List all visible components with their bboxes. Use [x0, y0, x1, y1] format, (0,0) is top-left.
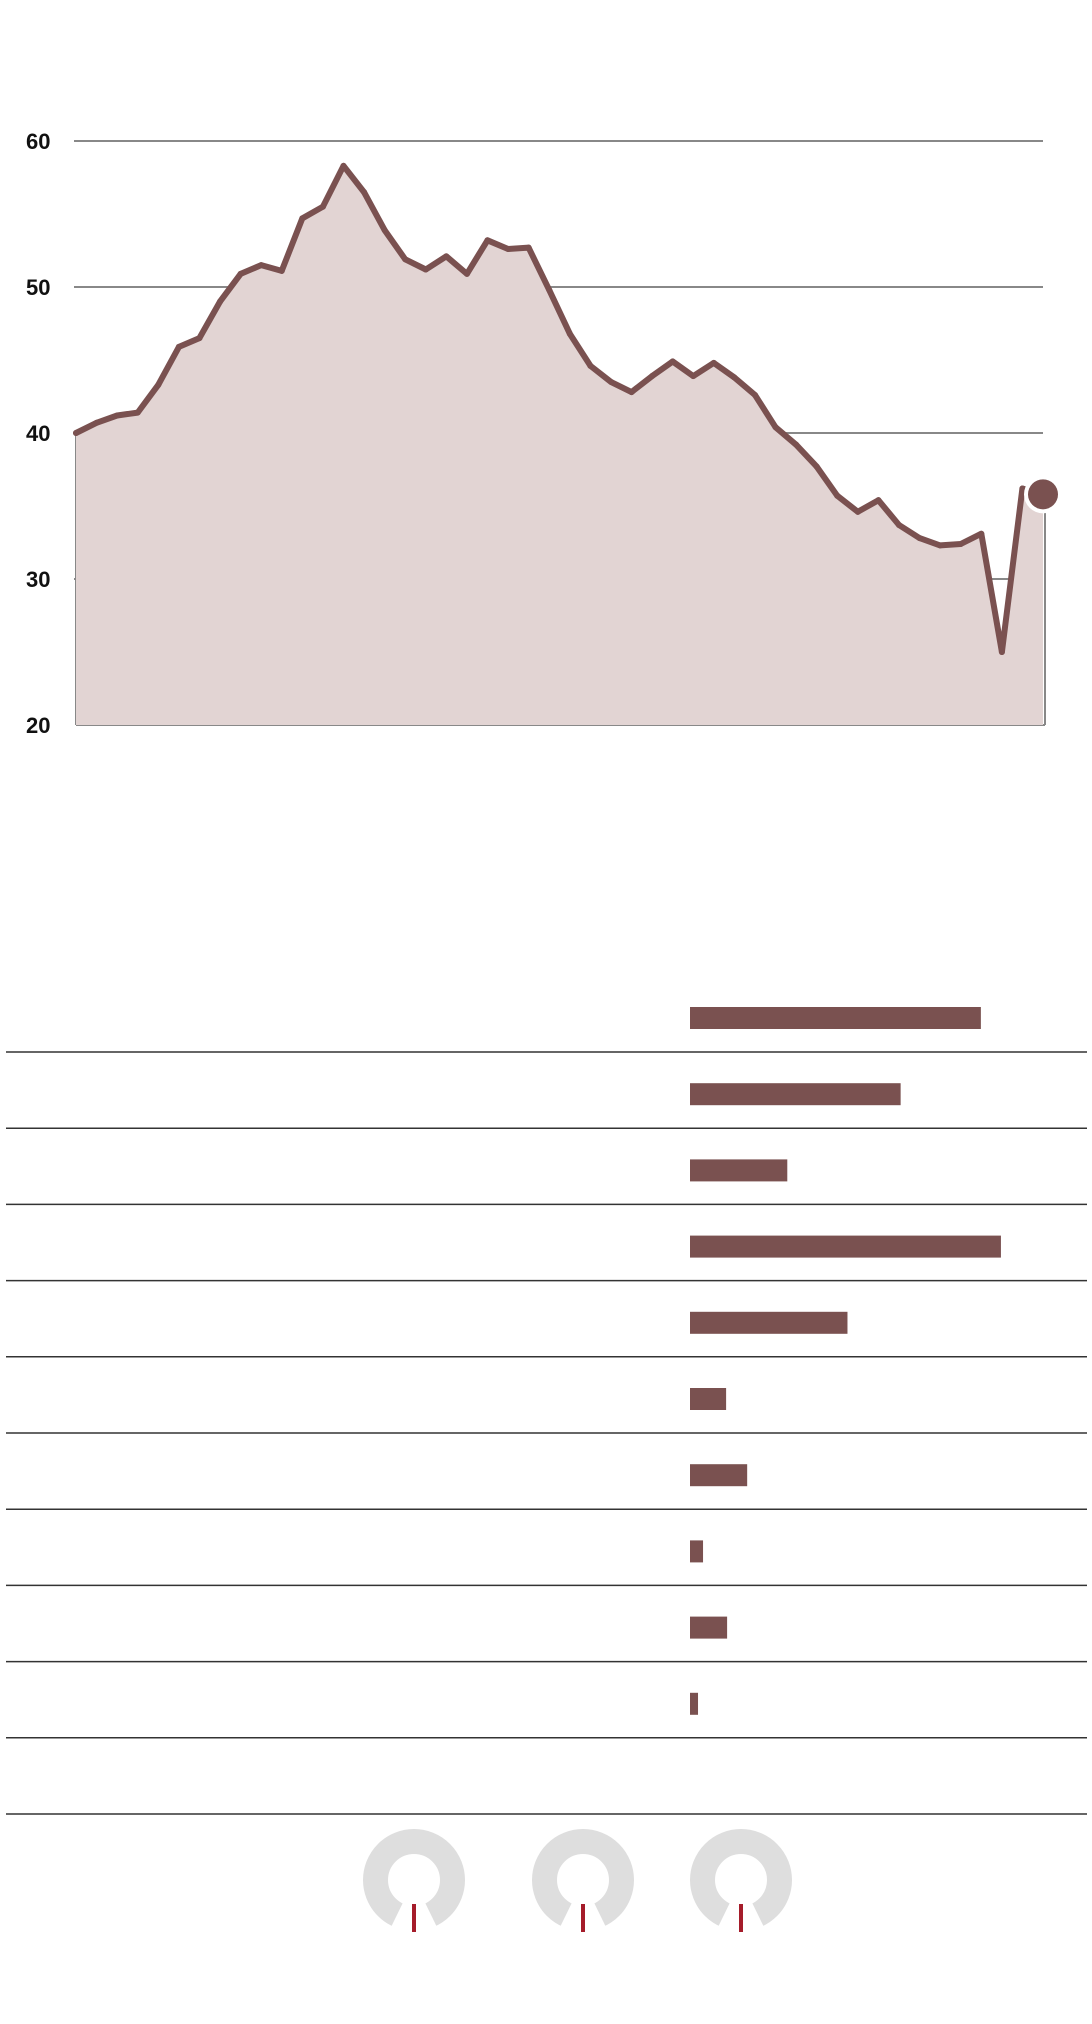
data-point [73, 430, 79, 436]
data-point [319, 203, 326, 210]
y-tick-label: 30 [26, 567, 50, 592]
data-point [751, 392, 758, 399]
gauge-row [363, 1829, 792, 1932]
bar [690, 1692, 699, 1715]
bar [690, 1616, 728, 1639]
data-point [196, 335, 203, 342]
data-point [175, 343, 182, 350]
area-line-chart: 20 30 40 50 60 [26, 129, 1062, 738]
data-points [73, 162, 1062, 655]
data-point [772, 424, 779, 431]
data-point [422, 266, 429, 273]
data-point [361, 189, 368, 196]
data-point [525, 244, 532, 251]
gauge [690, 1829, 792, 1932]
data-point [690, 373, 697, 380]
data-point [875, 497, 882, 504]
y-tick-labels: 20 30 40 50 60 [26, 129, 50, 738]
data-point [978, 530, 985, 537]
data-point [114, 412, 121, 419]
data-point [649, 373, 656, 380]
bar [690, 1159, 788, 1182]
data-point [793, 441, 800, 448]
area-fill [76, 165, 1043, 726]
data-point [731, 374, 738, 381]
data-point [546, 286, 553, 293]
y-tick-label: 20 [26, 713, 50, 738]
data-point [299, 215, 306, 222]
data-point [895, 521, 902, 528]
bar [690, 1235, 1001, 1258]
data-point [628, 389, 635, 396]
y-tick-label: 40 [26, 421, 50, 446]
bar [690, 1083, 901, 1106]
data-point [155, 381, 162, 388]
bar [690, 1540, 704, 1563]
data-point [587, 362, 594, 369]
data-point [340, 162, 347, 169]
data-point [402, 256, 409, 263]
area-shape [76, 165, 1043, 726]
data-point [217, 298, 224, 305]
y-tick-label: 60 [26, 129, 50, 154]
bar [690, 1388, 727, 1410]
data-point [710, 359, 717, 366]
data-point [566, 330, 573, 337]
data-point [916, 535, 923, 542]
data-point [258, 262, 265, 269]
data-point [93, 419, 100, 426]
data-point [1019, 485, 1026, 492]
bar [690, 1311, 848, 1334]
series-line [73, 162, 1046, 655]
data-point [443, 253, 450, 260]
data-point [463, 270, 470, 277]
data-point [998, 649, 1005, 655]
last-point-marker [1028, 479, 1058, 510]
horizontal-bar-list [6, 1007, 1087, 1815]
gauge [363, 1829, 465, 1932]
data-point [381, 227, 388, 234]
data-point [669, 358, 676, 365]
data-point [937, 542, 944, 549]
gauge [532, 1829, 634, 1932]
data-point [813, 463, 820, 470]
data-point [607, 378, 614, 385]
data-point [134, 409, 141, 416]
data-point [237, 270, 244, 277]
y-tick-label: 50 [26, 275, 50, 300]
data-point [278, 267, 285, 274]
bar [690, 1007, 981, 1029]
bar [690, 1464, 748, 1487]
series-path [73, 162, 1046, 655]
data-point [484, 237, 491, 244]
data-point [854, 508, 861, 515]
data-point [834, 492, 841, 499]
data-point [957, 540, 964, 547]
data-point [505, 246, 512, 253]
